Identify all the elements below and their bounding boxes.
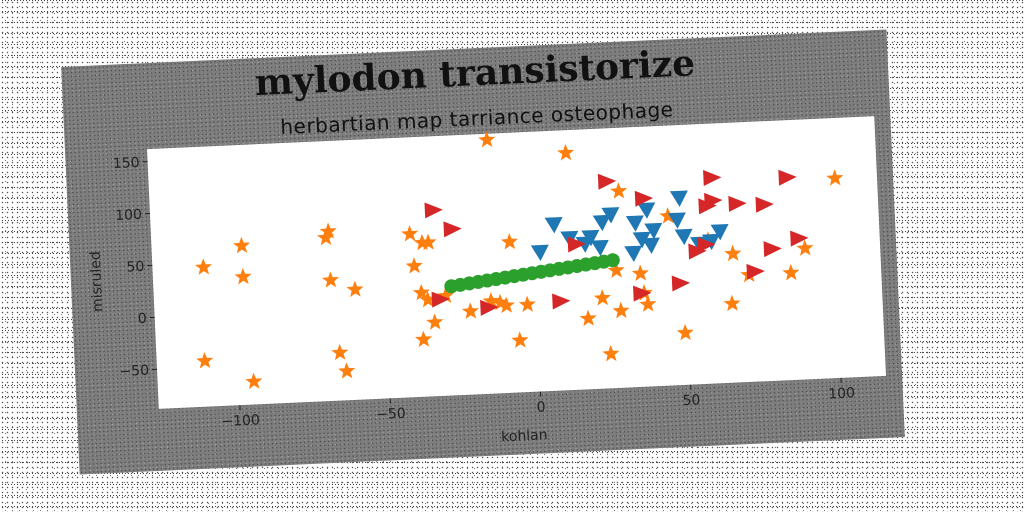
star-marker xyxy=(414,330,433,348)
star-marker xyxy=(491,293,509,311)
star-marker xyxy=(579,309,597,327)
triangle-right-marker xyxy=(597,173,617,190)
star-marker xyxy=(511,331,529,348)
triangle-down-marker xyxy=(637,202,656,219)
scatter-plot: −100 −50 0 50 100 −50 0 50 100 150 kohlan misrule… xyxy=(88,116,887,445)
triangle-right-marker xyxy=(671,275,691,292)
triangle-right-marker xyxy=(728,195,747,212)
star-marker xyxy=(437,286,455,304)
x-tick-label: −100 xyxy=(221,412,260,430)
triangle-right-marker xyxy=(424,202,443,219)
triangle-right-marker xyxy=(778,169,797,186)
star-marker xyxy=(639,295,657,312)
triangle-right-marker xyxy=(703,170,722,186)
star-marker xyxy=(482,292,500,309)
star-marker xyxy=(426,313,444,330)
triangle-down-marker xyxy=(641,237,660,254)
star-marker xyxy=(478,130,496,148)
triangle-right-marker xyxy=(755,196,774,213)
x-axis-label: kohlan xyxy=(501,427,548,445)
triangle-down-marker xyxy=(592,214,611,232)
triangle-right-marker xyxy=(431,291,450,308)
y-tick-label: −50 xyxy=(119,363,149,380)
star-marker xyxy=(234,268,252,285)
triangle-down-marker xyxy=(625,215,644,232)
star-marker xyxy=(419,233,437,251)
data-marks xyxy=(194,130,844,390)
triangle-right-marker xyxy=(746,263,765,280)
star-marker xyxy=(419,290,437,308)
star-marker xyxy=(461,302,479,319)
star-marker xyxy=(602,345,620,362)
plot-area xyxy=(146,116,887,409)
star-marker xyxy=(609,182,628,199)
triangle-right-marker xyxy=(763,241,782,258)
star-marker xyxy=(723,294,741,312)
triangle-down-marker xyxy=(581,229,600,247)
triangle-down-marker xyxy=(530,244,549,262)
star-marker xyxy=(607,261,625,279)
x-tick-label: 0 xyxy=(536,399,546,415)
triangle-down-marker xyxy=(669,190,688,207)
triangle-right-marker xyxy=(567,236,586,253)
triangle-down-marker xyxy=(667,212,686,229)
x-tick-label: −50 xyxy=(376,406,406,423)
star-marker xyxy=(196,351,214,369)
star-marker xyxy=(826,169,844,186)
star-marker xyxy=(233,236,251,254)
star-marker xyxy=(412,283,430,301)
star-marker xyxy=(593,289,611,306)
star-marker xyxy=(316,228,335,246)
star-marker xyxy=(518,295,536,313)
triangle-down-marker xyxy=(674,228,693,246)
star-marker xyxy=(631,264,649,282)
star-marker xyxy=(338,362,356,379)
circle-marker xyxy=(605,253,620,268)
chart-figure: mylodon transistorize herbartian map tar… xyxy=(61,29,905,475)
star-marker xyxy=(497,296,515,314)
axes: −100 −50 0 50 100 −50 0 50 100 150 xyxy=(113,155,856,430)
triangle-right-marker xyxy=(688,243,707,260)
star-marker xyxy=(401,225,419,242)
star-marker xyxy=(346,280,364,298)
triangle-down-marker xyxy=(624,245,643,263)
star-marker xyxy=(245,372,263,390)
triangle-right-marker xyxy=(552,293,571,310)
triangle-right-marker xyxy=(480,299,499,316)
star-marker xyxy=(796,239,814,256)
triangle-down-marker xyxy=(632,231,651,249)
triangle-down-marker xyxy=(590,239,609,257)
triangle-down-marker xyxy=(644,222,663,240)
triangle-right-marker xyxy=(790,230,809,247)
y-tick-label: 0 xyxy=(137,311,147,327)
star-marker xyxy=(331,343,349,361)
triangle-down-marker xyxy=(544,216,563,234)
y-tick-label: 150 xyxy=(113,155,140,172)
star-marker xyxy=(676,323,694,341)
star-marker xyxy=(557,144,575,161)
triangle-right-marker xyxy=(704,192,723,209)
star-marker xyxy=(321,271,339,288)
triangle-down-marker xyxy=(601,207,620,224)
y-tick-label: 100 xyxy=(115,207,142,224)
y-axis-label: misruled xyxy=(88,251,107,313)
star-marker xyxy=(782,263,800,281)
triangle-down-marker xyxy=(701,233,720,251)
star-marker xyxy=(500,232,518,250)
x-tick-label: 100 xyxy=(828,385,855,402)
triangle-right-marker xyxy=(443,221,462,238)
star-marker xyxy=(724,244,742,262)
x-tick-label: 50 xyxy=(682,392,701,409)
star-marker xyxy=(405,257,423,274)
star-marker xyxy=(612,301,630,319)
star-marker xyxy=(194,258,212,275)
triangle-right-marker xyxy=(633,285,652,302)
triangle-right-marker xyxy=(634,190,654,207)
y-tick-label: 50 xyxy=(126,259,145,276)
triangle-down-marker xyxy=(710,223,729,241)
